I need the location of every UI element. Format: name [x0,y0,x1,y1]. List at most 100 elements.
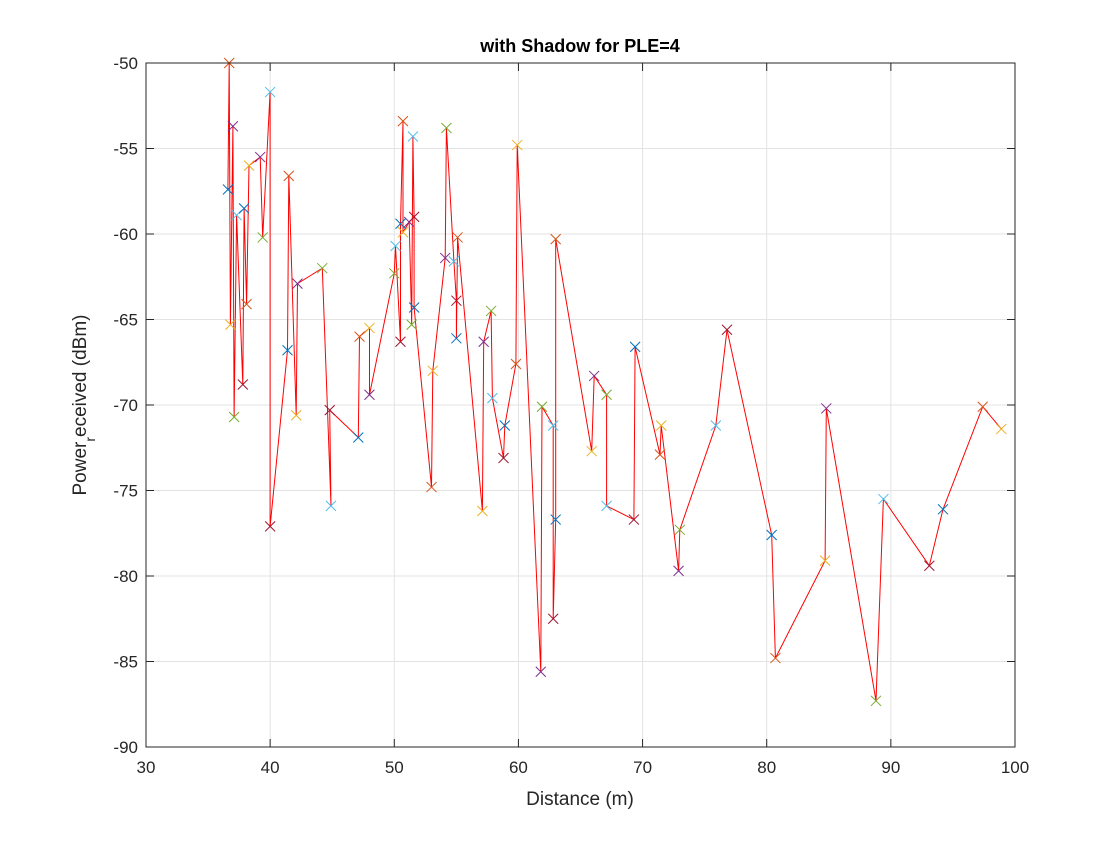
data-point [451,332,462,344]
data-point [241,298,252,310]
data-point [870,695,882,707]
data-point-stroke [282,344,293,356]
y-axis-label-rest: eceived (dBm) [70,314,91,437]
data-point-stroke [441,122,452,134]
data-point-stroke [406,319,418,330]
data-point-stroke [407,131,419,142]
data-point [977,401,989,413]
data-point [451,295,462,307]
data-point [820,403,832,414]
data-point [290,409,302,421]
x-tick-label: 60 [509,758,528,777]
data-point-stroke [451,332,462,344]
data-point [282,344,293,356]
data-point [316,262,328,274]
data-point-stroke [397,115,409,127]
data-point [628,514,640,525]
data-point-stroke [227,120,239,132]
data-point [395,336,406,348]
data-point-stroke [264,521,276,532]
data-point [254,151,266,163]
data-point [408,302,420,313]
data-point [673,565,684,577]
x-tick-label: 100 [1001,758,1029,777]
data-point-stroke [629,341,641,353]
data-point-stroke [721,324,733,336]
y-tick-label: -50 [113,54,138,73]
data-point [487,392,498,404]
data-point-stroke [238,202,250,214]
data-point [550,514,562,525]
data-point [770,652,781,664]
data-point-stroke [654,449,666,460]
data-point [243,160,255,171]
data-point [448,256,460,267]
data-point [426,481,437,493]
data-point-stroke [257,232,269,243]
data-point [721,324,733,336]
data-point-stroke [547,420,559,431]
data-point-stroke [448,256,460,267]
data-point-stroke [290,409,302,421]
data-point [535,666,547,678]
data-point-stroke [364,322,375,334]
data-point-stroke [550,514,562,525]
data-point-stroke [766,529,778,541]
data-point-stroke [241,298,252,310]
data-point-stroke [292,278,303,289]
axis-ticks: 30 40 50 60 70 80 90 100 -50 -55 -60 -65 -70 -75 -80 -8… [113,54,1029,777]
data-point [227,120,239,132]
data-point-stroke [427,365,439,377]
data-point [878,493,889,505]
data-point-stroke [601,500,612,512]
data-point [222,184,234,195]
data-point-stroke [408,211,420,223]
data-point-stroke [390,240,401,252]
x-tick-label: 50 [385,758,404,777]
data-markers [222,57,1007,707]
data-point [550,233,562,245]
data-point-stroke [586,445,598,457]
data-series-line [227,62,1002,701]
data-point [354,331,365,342]
data-point-stroke [498,452,509,464]
data-point-stroke [673,565,684,577]
data-point-stroke [536,401,548,413]
data-point [995,423,1007,435]
data-point [264,86,276,98]
data-point-stroke [878,493,889,505]
x-tick-label: 30 [137,758,156,777]
data-point [292,278,303,289]
data-point-stroke [485,305,497,317]
data-point-stroke [451,295,462,307]
data-point [923,560,935,572]
data-point [485,305,497,317]
data-point [283,170,295,182]
data-point-stroke [352,432,364,443]
data-point [629,341,641,353]
data-point-stroke [477,505,488,517]
data-point [510,358,522,370]
data-point [499,420,511,431]
data-point-stroke [499,420,511,431]
data-point-stroke [601,389,612,401]
data-point [654,449,666,460]
y-tick-label: -60 [113,225,138,244]
data-point [819,555,831,566]
data-point-stroke [222,184,234,195]
data-point [427,365,439,377]
data-point-stroke [710,420,722,431]
y-tick-label: -80 [113,567,138,586]
data-line-layer [227,62,1002,701]
data-point-stroke [254,151,266,163]
y-axis-label: Powerreceived (dBm) [70,314,98,495]
data-point [237,379,249,390]
data-point [511,139,523,151]
data-point [397,226,409,238]
y-tick-label: -75 [113,482,138,501]
data-point [478,336,490,348]
x-tick-label: 70 [633,758,652,777]
data-point-stroke [452,232,463,243]
